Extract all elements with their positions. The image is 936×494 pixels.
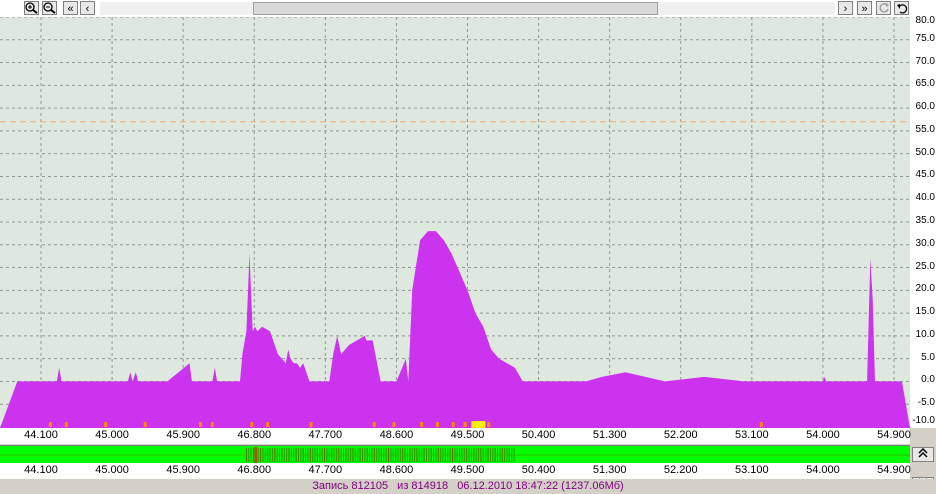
y-tick-label: 10.0 <box>915 328 935 340</box>
zoom-in-icon <box>25 2 38 14</box>
event-marker <box>250 422 254 427</box>
event-marker <box>392 422 396 427</box>
x-tick-label: 44.100 <box>24 464 58 476</box>
event-marker <box>451 422 455 427</box>
x-tick-label: 48.600 <box>379 464 414 476</box>
y-tick-label: 50.0 <box>915 146 935 158</box>
y-tick-label: 40.0 <box>915 192 935 204</box>
x-tick-label: 46.800 <box>237 464 272 476</box>
next-page-button[interactable]: › <box>838 1 853 15</box>
double-up-icon <box>918 447 928 458</box>
x-tick-label: 44.100 <box>24 429 58 441</box>
event-marker <box>420 422 424 427</box>
x-tick-label: 45.900 <box>166 464 200 476</box>
event-marker <box>266 422 270 427</box>
x-tick-label: 49.500 <box>450 464 485 476</box>
event-marker <box>64 422 68 427</box>
y-tick-label: 20.0 <box>915 283 935 295</box>
x-tick-label: 52.200 <box>663 429 698 441</box>
event-marker <box>759 422 763 427</box>
signal-chart[interactable] <box>0 17 910 428</box>
event-marker <box>487 422 491 427</box>
record-total: из 814918 <box>397 480 449 492</box>
overview-marker <box>254 447 258 463</box>
undo-icon <box>896 4 907 14</box>
toolbar: « ‹ › » <box>0 0 936 18</box>
x-tick-label: 54.900 <box>877 464 911 476</box>
x-tick-label: 49.500 <box>450 429 485 441</box>
prev-page-button[interactable]: ‹ <box>80 1 95 15</box>
y-tick-label: 45.0 <box>915 169 935 181</box>
y-tick-label: 30.0 <box>915 237 935 249</box>
last-page-button[interactable]: » <box>857 1 872 15</box>
first-page-button[interactable]: « <box>63 1 78 15</box>
y-tick-label: 70.0 <box>915 55 935 67</box>
zoom-out-icon <box>43 2 56 14</box>
y-tick-label: 15.0 <box>915 306 935 318</box>
y-tick-label: 55.0 <box>915 123 935 135</box>
undo-button[interactable] <box>894 1 909 15</box>
event-marker <box>435 422 439 427</box>
x-tick-label: 47.700 <box>308 429 343 441</box>
event-marker <box>372 422 376 427</box>
scrollbar-thumb[interactable] <box>253 2 658 15</box>
x-tick-label: 46.800 <box>237 429 272 441</box>
event-marker <box>198 422 202 427</box>
x-axis-main: 44.100 45.000 45.900 46.800 47.700 48.600 49.5… <box>0 428 911 444</box>
x-tick-label: 53.100 <box>735 429 769 441</box>
x-tick-label: 50.400 <box>521 464 556 476</box>
overview-strip[interactable] <box>0 445 910 465</box>
event-marker <box>309 422 313 427</box>
overview-up-button[interactable] <box>912 447 934 462</box>
event-marker <box>463 422 467 427</box>
horizontal-scrollbar[interactable] <box>100 2 835 15</box>
event-marker <box>143 422 147 427</box>
x-tick-label: 45.000 <box>95 429 129 441</box>
selection-marker[interactable] <box>471 421 486 428</box>
y-tick-label: -5.0 <box>917 397 935 409</box>
event-marker <box>104 422 108 427</box>
x-tick-label: 53.100 <box>735 464 769 476</box>
x-tick-label: 54.900 <box>877 429 911 441</box>
x-tick-label: 54.000 <box>806 429 840 441</box>
y-tick-label: 25.0 <box>915 260 935 272</box>
refresh-button[interactable] <box>876 1 891 15</box>
x-tick-label: 45.000 <box>95 464 129 476</box>
y-tick-label: 80.0 <box>915 15 935 26</box>
y-axis: 80.0 75.0 70.0 65.0 60.0 55.0 50.0 45.0 40.0 35.0… <box>910 15 936 428</box>
event-marker <box>210 422 214 427</box>
x-tick-label: 52.200 <box>663 464 698 476</box>
x-tick-label: 51.300 <box>592 429 627 441</box>
y-tick-label: 75.0 <box>915 32 935 44</box>
status-bar: Запись 812105 из 814918 06.12.2010 18:47… <box>0 479 936 494</box>
y-tick-label: -10.0 <box>912 415 935 426</box>
zoom-in-button[interactable] <box>24 1 39 15</box>
x-tick-label: 51.300 <box>592 464 627 476</box>
x-axis-overview: 44.100 45.000 45.900 46.800 47.700 48.600 49.5… <box>0 463 911 479</box>
series-area <box>0 231 910 428</box>
x-tick-label: 50.400 <box>521 429 556 441</box>
x-tick-label: 47.700 <box>308 464 343 476</box>
refresh-icon <box>879 3 889 13</box>
y-tick-label: 60.0 <box>915 101 935 113</box>
y-tick-label: 0.0 <box>921 374 935 386</box>
zoom-out-button[interactable] <box>42 1 57 15</box>
x-tick-label: 48.600 <box>379 429 414 441</box>
x-tick-label: 54.000 <box>806 464 840 476</box>
y-tick-label: 5.0 <box>921 351 935 363</box>
x-tick-label: 45.900 <box>166 429 200 441</box>
record-datetime: 06.12.2010 18:47:22 (1237.06Мб) <box>457 480 624 492</box>
record-number: Запись 812105 <box>312 480 389 492</box>
y-tick-label: 65.0 <box>915 78 935 90</box>
overview-traces <box>0 447 910 463</box>
event-markers <box>48 421 763 428</box>
y-tick-label: 35.0 <box>915 215 935 226</box>
event-marker <box>48 422 52 427</box>
